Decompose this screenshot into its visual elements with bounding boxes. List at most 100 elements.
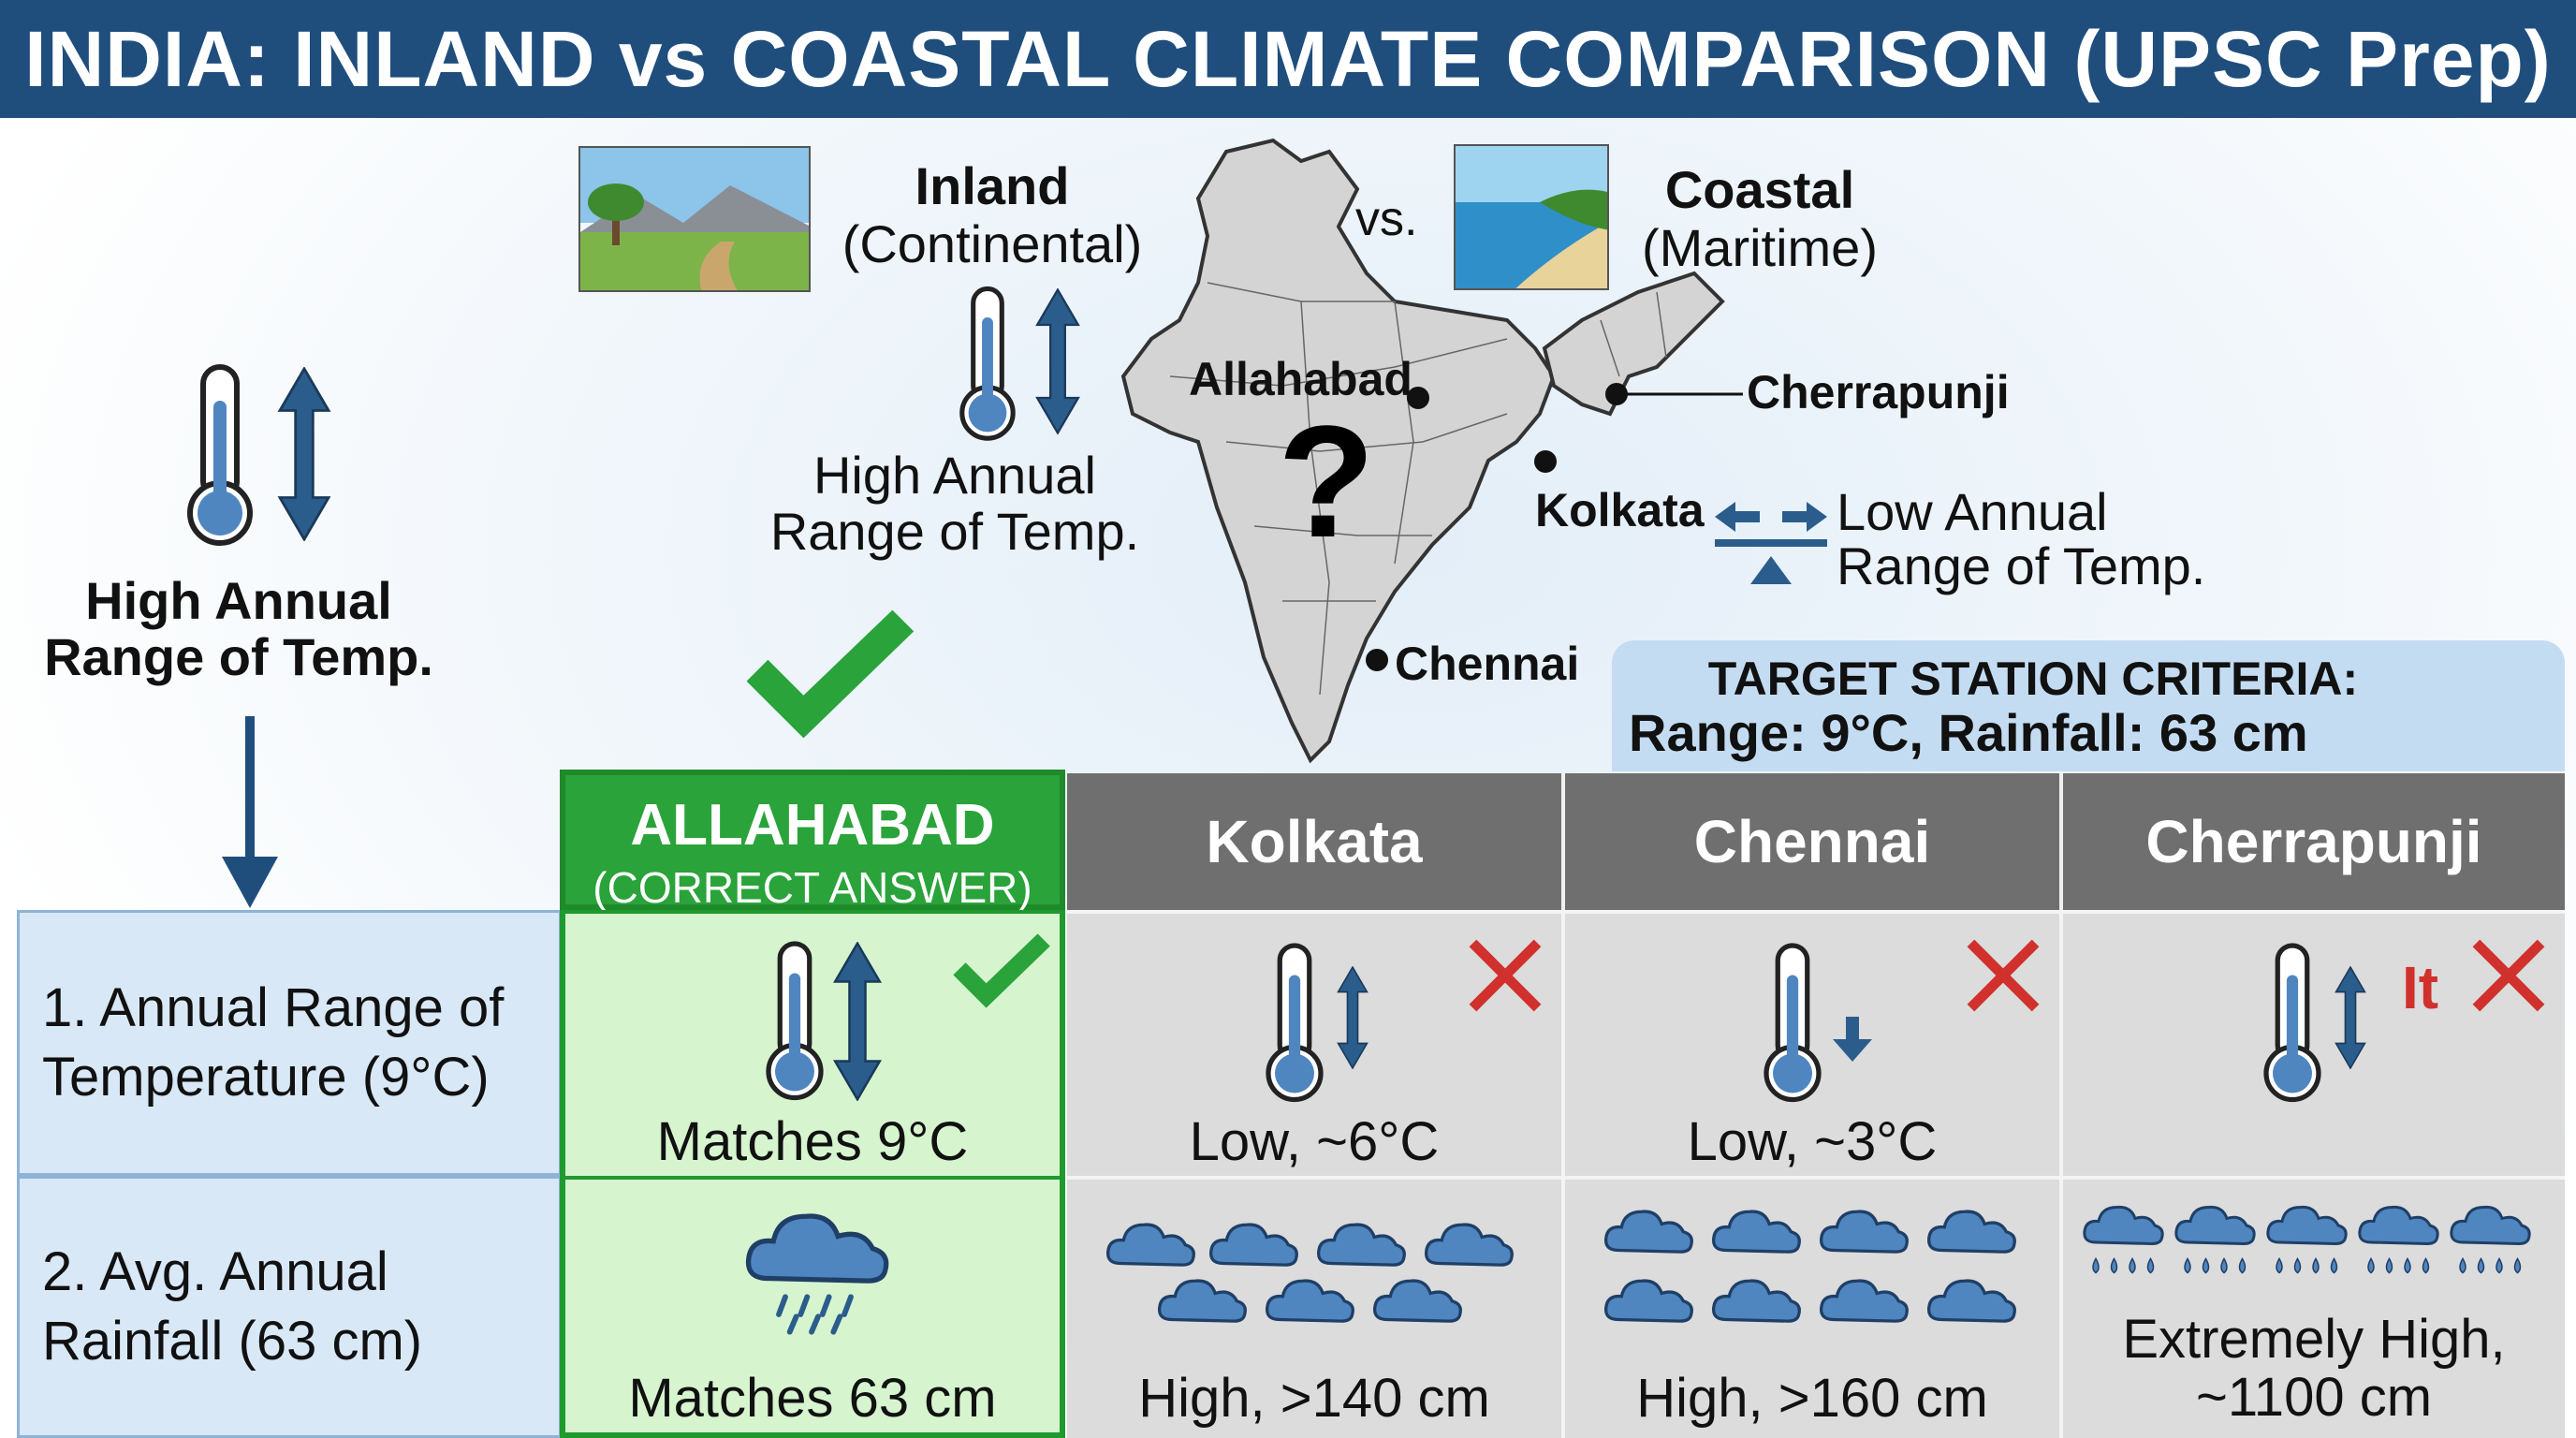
down-arrow-icon [1833, 1017, 1872, 1062]
x-mark-icon [1958, 931, 2048, 1020]
coastal-title: Coastal [1664, 160, 1855, 219]
map-label-chennai: Chennai [1395, 638, 1580, 690]
inland-range-label: High Annual Range of Temp. [739, 448, 1170, 560]
row-head-temperature: 1. Annual Range of Temperature (9°C) [17, 910, 562, 1176]
cloud-icon [1710, 1273, 1804, 1335]
inland-title-block: Inland (Continental) [824, 157, 1161, 273]
inland-title: Inland [915, 156, 1070, 215]
cherrapunji-marker [1605, 383, 1743, 405]
inland-range-line1: High Annual [812, 446, 1096, 505]
thermometer-icon [1262, 940, 1327, 1108]
left-panel-line1: High Annual [85, 571, 392, 630]
double-arrow-icon [829, 942, 886, 1101]
cloud-icon [1925, 1273, 2019, 1335]
coastal-range-line2: Range of Temp. [1837, 536, 2206, 595]
raindrops-icon [2082, 1255, 2166, 1283]
col-head-cherrapunji: Cherrapunji [2063, 773, 2565, 910]
cloud-icon [1423, 1217, 1516, 1279]
cloud-icon [1925, 1204, 2019, 1266]
coastal-range-label: Low Annual Range of Temp. [1837, 485, 2205, 594]
raindrops-icon [2265, 1255, 2349, 1283]
rain-icon [753, 1292, 884, 1337]
inland-subtitle: (Continental) [842, 214, 1143, 273]
cloud-icon [1818, 1273, 1911, 1335]
cell-allahabad-rain: Matches 63 cm [560, 1176, 1065, 1438]
thermometer-icon [2260, 940, 2325, 1108]
allahabad-rain-value: Matches 63 cm [628, 1368, 997, 1429]
map-label-kolkata: Kolkata [1535, 484, 1705, 536]
allahabad-temp-value: Matches 9°C [656, 1111, 969, 1172]
cloud-icon [1710, 1204, 1804, 1266]
page-title: INDIA: INLAND vs COASTAL CLIMATE COMPARI… [24, 14, 2552, 103]
raindrops-icon [2174, 1255, 2258, 1283]
cloud-icon [1603, 1273, 1696, 1335]
cloud-icon [2082, 1200, 2166, 1256]
map-label-cherrapunji: Cherrapunji [1747, 366, 2010, 418]
chennai-temp-value: Low, ~3°C [1687, 1111, 1938, 1172]
cell-cherrapunji-rain: Extremely High, ~1100 cm [2063, 1176, 2565, 1438]
row-rain-line1: 2. Avg. Annual [42, 1241, 388, 1302]
col-allahabad-title: ALLAHABAD [630, 793, 995, 858]
col-head-chennai: Chennai [1565, 773, 2063, 910]
vs-label: vs. [1355, 192, 1418, 246]
cloud-icon [1603, 1204, 1696, 1266]
down-arrow-icon [222, 716, 278, 908]
cloud-icon [1315, 1217, 1409, 1279]
target-line2: Range: 9°C, Rainfall: 63 cm [1629, 703, 2308, 762]
double-arrow-icon [271, 367, 337, 541]
cloud-icon [2357, 1200, 2441, 1256]
cell-kolkata-rain: High, >140 cm [1067, 1176, 1565, 1438]
cloud-icon [2265, 1200, 2349, 1256]
col-head-allahabad: ALLAHABAD (CORRECT ANSWER) [560, 770, 1065, 912]
coastal-beach-image [1454, 144, 1609, 290]
map-label-allahabad: Allahabad [1189, 353, 1412, 405]
coastal-subtitle: (Maritime) [1642, 218, 1878, 277]
inland-landscape-image [578, 146, 811, 292]
x-mark-icon [1460, 931, 1550, 1020]
cloud-icon [1105, 1217, 1198, 1279]
cherrapunji-rain-line1: Extremely High, [2122, 1309, 2506, 1370]
small-arrow-icon [2327, 966, 2374, 1069]
cell-chennai-rain: High, >160 cm [1565, 1176, 2063, 1438]
chennai-rain-value: High, >160 cm [1636, 1368, 1988, 1429]
left-panel-label: High Annual Range of Temp. [19, 573, 459, 685]
cloud-icon [743, 1204, 893, 1303]
raindrops-icon [2449, 1255, 2533, 1283]
col-allahabad-subtitle: (CORRECT ANSWER) [593, 863, 1032, 912]
cloud-icon [1818, 1204, 1911, 1266]
row-head-rainfall: 2. Avg. Annual Rainfall (63 cm) [17, 1176, 562, 1438]
cloud-icon [1156, 1273, 1250, 1335]
raindrops-icon [2357, 1255, 2441, 1283]
thermometer-icon [762, 938, 827, 1107]
allahabad-marker [1407, 387, 1429, 409]
cloud-icon [1208, 1217, 1301, 1279]
thermometer-icon [183, 363, 257, 550]
map-question-mark: ? [1278, 393, 1375, 571]
low-range-icon [1715, 502, 1827, 584]
cloud-icon [2174, 1200, 2258, 1256]
cell-chennai-temp: Low, ~3°C [1565, 910, 2063, 1176]
title-bar: INDIA: INLAND vs COASTAL CLIMATE COMPARI… [0, 0, 2576, 118]
col-head-kolkata: Kolkata [1067, 773, 1565, 910]
india-northeast [1542, 271, 1725, 417]
thermometer-icon [1760, 940, 1825, 1108]
inland-thermometer-icon [950, 286, 1025, 445]
cloud-icon [1264, 1273, 1357, 1335]
kolkata-marker [1534, 450, 1557, 473]
target-criteria-box: TARGET STATION CRITERIA: Range: 9°C, Rai… [1612, 640, 2565, 771]
big-check-icon [739, 599, 917, 749]
kolkata-rain-value: High, >140 cm [1138, 1368, 1490, 1429]
coastal-range-line1: Low Annual [1837, 482, 2108, 541]
cell-kolkata-temp: Low, ~6°C [1067, 910, 1565, 1176]
cloud-icon [1371, 1273, 1465, 1335]
chennai-marker [1366, 649, 1388, 671]
check-icon [949, 929, 1052, 1013]
target-line1: TARGET STATION CRITERIA: [1707, 653, 2359, 705]
inland-range-line2: Range of Temp. [769, 502, 1140, 561]
india-map [1120, 138, 1725, 764]
coastal-title-block: Coastal (Maritime) [1619, 161, 1900, 277]
x-mark-icon [2464, 931, 2554, 1020]
small-arrow-icon [1329, 966, 1376, 1069]
row-rain-line2: Rainfall (63 cm) [42, 1311, 423, 1372]
cell-cherrapunji-temp: It [2063, 910, 2565, 1176]
